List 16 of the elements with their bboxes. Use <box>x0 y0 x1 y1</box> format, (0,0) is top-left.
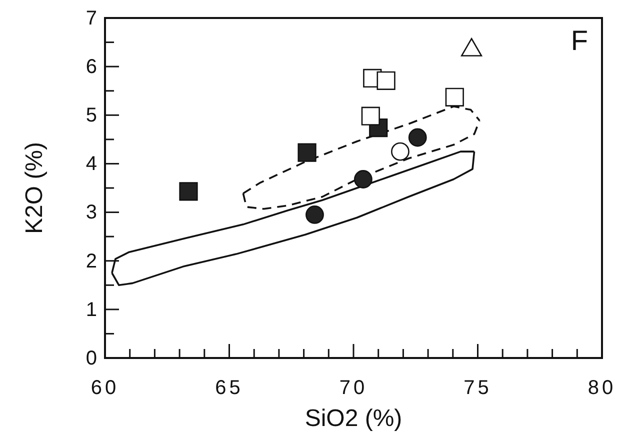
x-tick-label: 80 <box>588 377 616 400</box>
y-tick-label: 4 <box>86 153 97 176</box>
y-tick-label: 6 <box>86 56 97 78</box>
annotation: F <box>570 25 588 56</box>
y-tick-label: 3 <box>86 202 97 224</box>
y-tick-label: 0 <box>86 347 97 370</box>
y-tick-label: 1 <box>86 298 97 321</box>
x-tick-label: 75 <box>464 377 492 400</box>
x-axis-title: SiO2 (%) <box>304 405 402 432</box>
x-tick-label: 65 <box>215 377 244 400</box>
y-tick-label: 2 <box>86 250 97 272</box>
x-tick-label: 70 <box>339 377 368 400</box>
y-axis-title: K2O (%) <box>21 142 48 234</box>
y-tick-label: 5 <box>86 104 97 127</box>
x-tick-label: 60 <box>90 377 120 400</box>
y-tick-label: 7 <box>86 7 97 30</box>
